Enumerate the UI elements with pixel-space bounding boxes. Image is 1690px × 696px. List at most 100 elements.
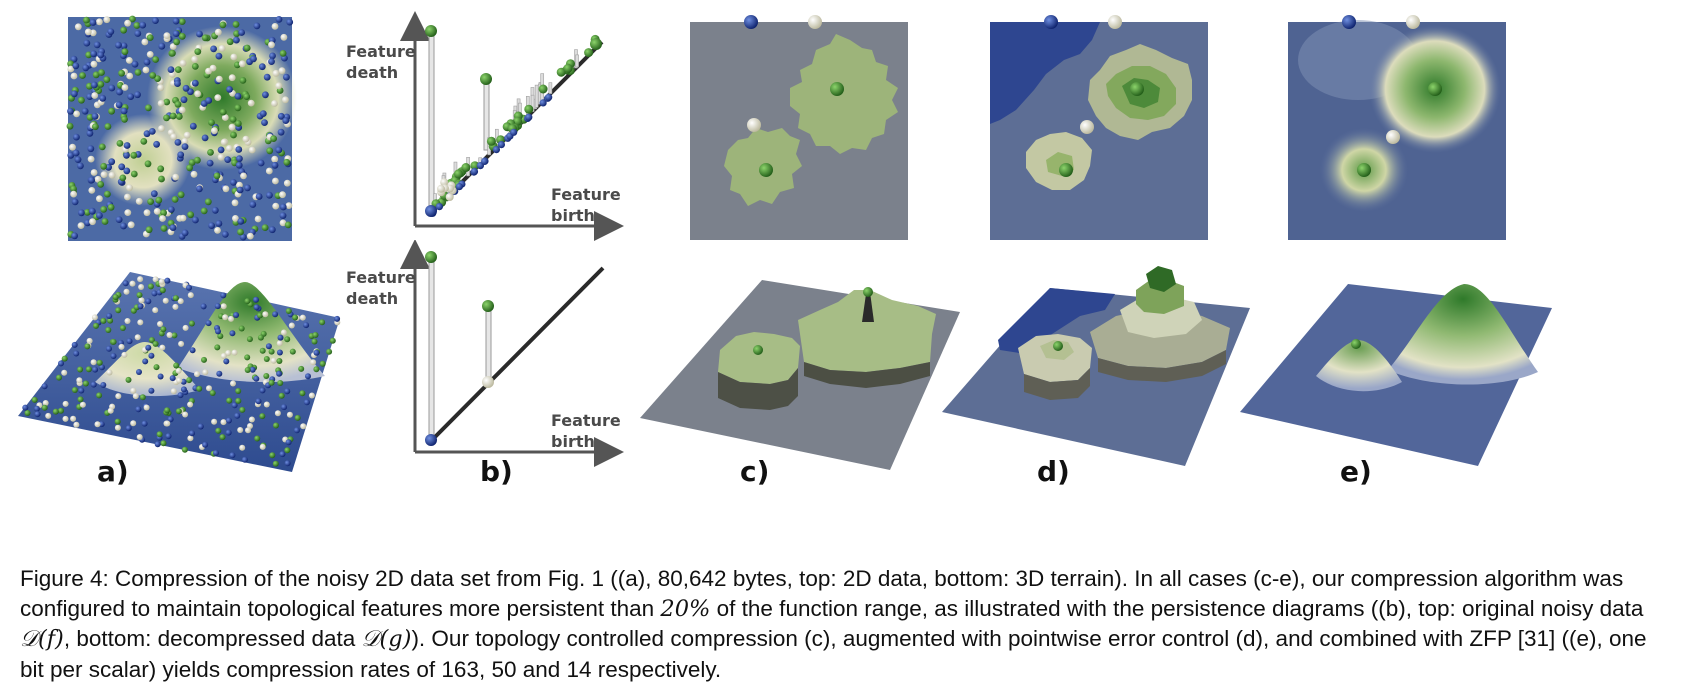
critical-point: [211, 206, 219, 214]
terrain-critical-points: [22, 276, 341, 467]
critical-point: [70, 72, 78, 80]
persistence-pairs: [425, 25, 602, 217]
critical-point: [62, 415, 69, 422]
critical-point: [243, 93, 251, 100]
saddle-point: [1080, 120, 1094, 134]
critical-point: [169, 375, 176, 382]
critical-point: [90, 50, 98, 58]
critical-point: [282, 96, 289, 104]
critical-point: [289, 348, 296, 355]
max-point: [1130, 82, 1144, 96]
critical-point: [171, 196, 179, 203]
critical-point: [85, 366, 92, 373]
critical-point: [163, 114, 170, 122]
critical-point: [99, 94, 107, 102]
critical-point: [259, 347, 266, 354]
saddle-point: [1406, 15, 1420, 29]
critical-point: [292, 314, 299, 321]
critical-point: [211, 418, 218, 425]
critical-point: [220, 303, 227, 310]
critical-point: [277, 380, 284, 386]
critical-point: [194, 156, 201, 164]
critical-point: [178, 32, 186, 40]
critical-point: [244, 184, 251, 192]
critical-point: [235, 388, 242, 394]
critical-point: [266, 147, 274, 155]
min-point: [1044, 15, 1058, 29]
critical-point: [282, 117, 290, 124]
critical-point: [131, 60, 139, 68]
critical-point: [223, 358, 230, 365]
persistence-point: [563, 63, 573, 73]
critical-point: [134, 30, 142, 37]
critical-point: [73, 133, 80, 141]
critical-point: [222, 185, 230, 193]
critical-point: [226, 86, 233, 93]
critical-point: [70, 190, 77, 198]
critical-point: [171, 332, 178, 339]
critical-point: [98, 143, 106, 151]
critical-point: [124, 318, 131, 324]
critical-point: [204, 198, 212, 206]
critical-point: [130, 151, 138, 159]
persistence-point: [545, 93, 553, 101]
critical-point: [205, 320, 212, 327]
critical-point: [140, 138, 148, 145]
critical-point: [107, 28, 115, 35]
critical-point: [313, 366, 320, 373]
critical-point: [217, 146, 225, 154]
critical-point: [236, 186, 244, 194]
critical-point: [278, 392, 285, 399]
critical-point: [145, 298, 152, 305]
critical-point: [167, 206, 175, 213]
critical-point: [121, 48, 129, 56]
max-point: [482, 300, 494, 312]
critical-point: [158, 125, 165, 132]
critical-point: [253, 375, 260, 382]
critical-point: [152, 17, 159, 24]
persistence-point: [435, 203, 443, 211]
critical-point: [173, 362, 180, 369]
critical-point: [239, 406, 246, 413]
caption-diagram-f: 𝒟(f): [20, 626, 64, 652]
critical-point: [279, 191, 286, 199]
critical-point: [238, 325, 245, 332]
critical-point: [120, 42, 128, 50]
critical-point: [222, 314, 229, 321]
critical-point: [174, 66, 182, 73]
min-point: [744, 15, 758, 29]
critical-point: [261, 119, 268, 126]
critical-point: [210, 45, 218, 53]
max-point: [759, 163, 773, 177]
critical-point: [96, 195, 103, 203]
critical-point: [152, 56, 160, 63]
critical-point: [112, 294, 119, 301]
persistence-bar: [548, 82, 553, 94]
critical-point: [233, 36, 240, 44]
critical-point: [237, 427, 244, 433]
panel-d: d): [940, 0, 1265, 500]
critical-point: [164, 277, 171, 284]
critical-point: [71, 198, 79, 206]
critical-point: [100, 317, 107, 324]
critical-point: [84, 28, 92, 36]
critical-point: [45, 412, 52, 419]
critical-point: [69, 143, 76, 151]
critical-point: [41, 383, 48, 390]
critical-point: [172, 30, 180, 37]
critical-point: [115, 101, 123, 109]
critical-point: [208, 222, 216, 230]
critical-point: [259, 413, 266, 420]
critical-point: [229, 330, 236, 337]
saddle-point: [808, 15, 822, 29]
critical-point: [186, 377, 193, 384]
critical-point: [159, 215, 166, 222]
critical-point: [269, 52, 276, 60]
critical-point: [145, 344, 152, 351]
critical-point: [98, 364, 105, 371]
critical-point: [188, 159, 196, 166]
critical-point: [96, 359, 103, 366]
persistence-point: [584, 48, 594, 58]
critical-point: [263, 356, 270, 362]
critical-point: [177, 151, 185, 159]
